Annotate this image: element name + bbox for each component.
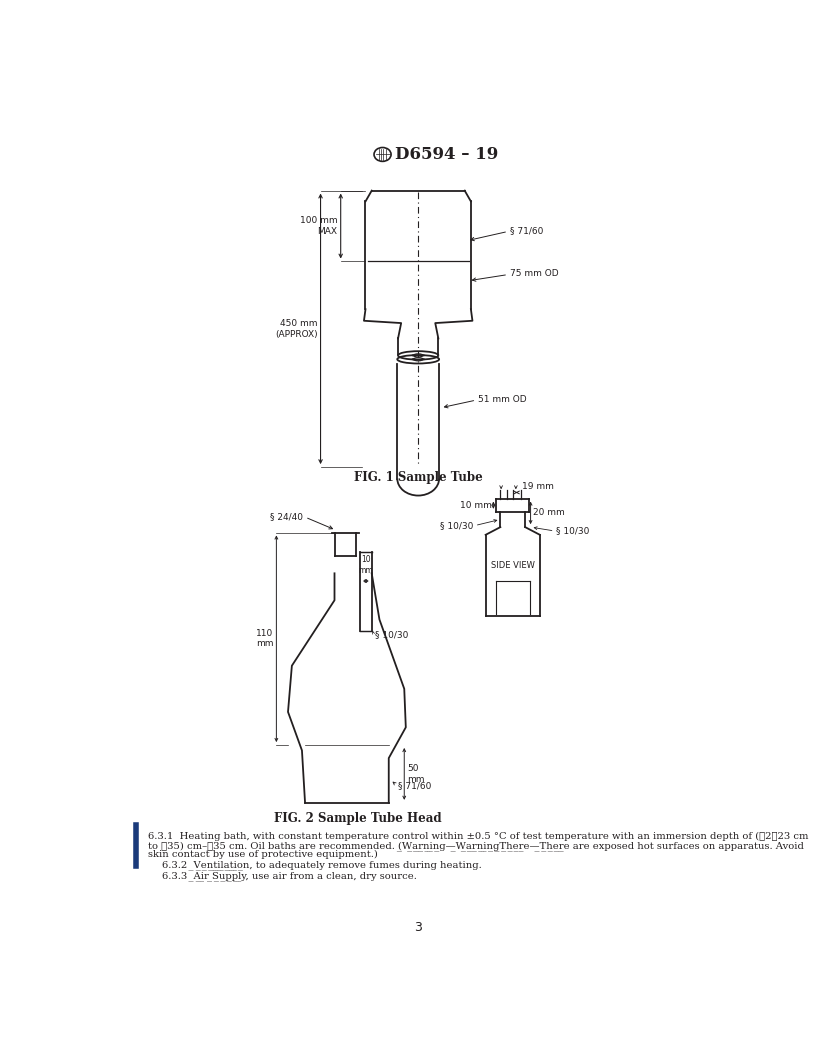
Text: 10 mm: 10 mm bbox=[460, 501, 492, 510]
Text: 3: 3 bbox=[415, 921, 422, 934]
Text: 110
mm: 110 mm bbox=[255, 629, 273, 648]
Text: 20 mm: 20 mm bbox=[533, 508, 565, 517]
Text: 50
mm: 50 mm bbox=[407, 765, 425, 784]
Text: 6.3.1  Heating bath, with constant temperature control within ±0.5 °C of test te: 6.3.1 Heating bath, with constant temper… bbox=[149, 832, 809, 842]
Text: 450 mm
(APPROX): 450 mm (APPROX) bbox=[275, 319, 317, 339]
Text: § 71/60: § 71/60 bbox=[398, 781, 432, 790]
Text: 19 mm: 19 mm bbox=[522, 482, 554, 491]
Text: § 10/30: § 10/30 bbox=[440, 521, 473, 530]
Text: § 10/30: § 10/30 bbox=[557, 527, 589, 535]
Text: FIG. 2 Sample Tube Head: FIG. 2 Sample Tube Head bbox=[274, 812, 441, 825]
Text: SIDE VIEW: SIDE VIEW bbox=[490, 561, 534, 570]
Text: 10
mm: 10 mm bbox=[358, 555, 373, 574]
Text: § 71/60: § 71/60 bbox=[510, 226, 543, 235]
Text: 6.3.2  ̲V̲e̲n̲t̲i̲l̲a̲t̲i̲o̲n, to adequately remove fumes during heating.: 6.3.2 ̲V̲e̲n̲t̲i̲l̲a̲t̲i̲o̲n, to adequat… bbox=[162, 861, 482, 870]
Text: 51 mm OD: 51 mm OD bbox=[478, 395, 526, 403]
Text: 6.3.3  ̲A̲i̲r ̲S̲u̲p̲p̲l̲y, use air from a clean, dry source.: 6.3.3 ̲A̲i̲r ̲S̲u̲p̲p̲l̲y, use air from … bbox=[162, 871, 417, 881]
Text: § 24/40: § 24/40 bbox=[270, 512, 304, 521]
Text: D6594 – 19: D6594 – 19 bbox=[395, 146, 499, 163]
Text: to ⌲35) cm–㌣35 cm. Oil baths are recommended. (̲W̲a̲r̲n̲i̲n̲g—̲W̲a̲r̲n̲i̲n̲g̲T̲h: to ⌲35) cm–㌣35 cm. Oil baths are recomme… bbox=[149, 841, 805, 851]
Text: FIG. 1 Sample Tube: FIG. 1 Sample Tube bbox=[354, 471, 482, 485]
Text: § 10/30: § 10/30 bbox=[375, 630, 408, 640]
Text: skin contact by use of protective equipment.): skin contact by use of protective equipm… bbox=[149, 850, 379, 859]
Text: 100 mm
MAX: 100 mm MAX bbox=[300, 216, 338, 235]
Text: 75 mm OD: 75 mm OD bbox=[510, 269, 558, 279]
